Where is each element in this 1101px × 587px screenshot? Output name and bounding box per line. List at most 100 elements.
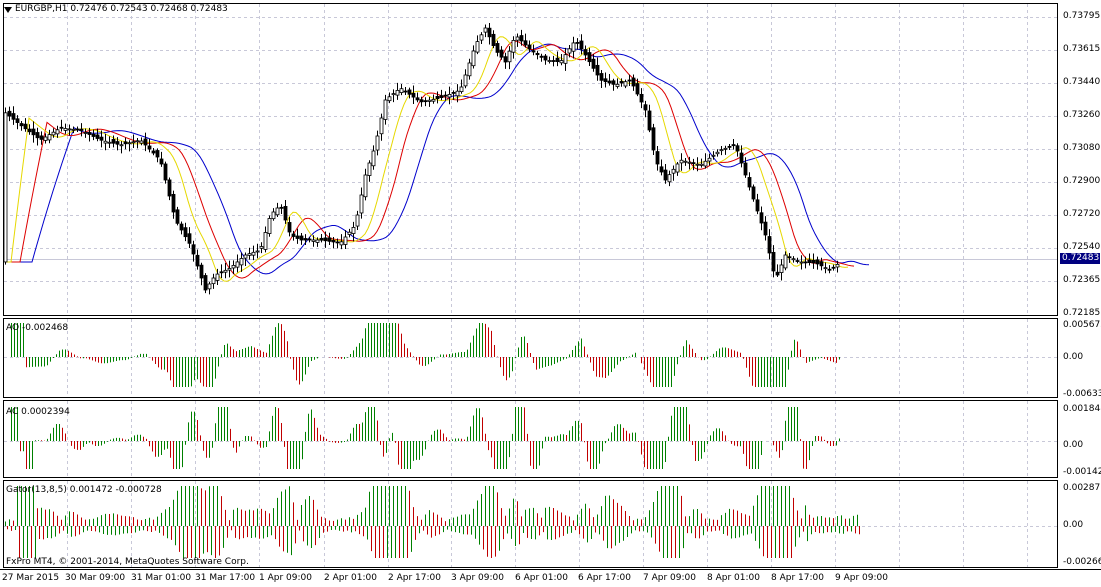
candle-body [363, 174, 368, 198]
candle-body [11, 113, 16, 120]
time-label: 1 Apr 09:00 [259, 573, 312, 583]
gator-scale-label: 0.00287 [1063, 483, 1101, 493]
candle-body [335, 241, 340, 244]
candle-body [455, 90, 460, 97]
candle-body [343, 236, 348, 245]
candle-body [827, 268, 832, 271]
candle-body [135, 140, 140, 143]
candle-body [195, 254, 200, 267]
candle-body [679, 159, 684, 164]
candle-body [539, 55, 544, 58]
candle-body [27, 128, 32, 133]
candle-body [107, 141, 112, 144]
candle-body [695, 163, 700, 166]
candle-body [175, 209, 180, 224]
candle-body [71, 128, 76, 131]
candle-body [99, 136, 104, 141]
candle-body [351, 226, 356, 234]
candle-body [723, 147, 728, 150]
candle-body [395, 90, 400, 96]
time-label: 2 Apr 17:00 [388, 573, 441, 583]
dropdown-triangle-icon[interactable] [4, 7, 12, 13]
candle-body [235, 261, 240, 268]
candle-body [91, 133, 96, 137]
candle-body [331, 240, 336, 243]
candle-body [463, 74, 468, 87]
candle-body [427, 99, 432, 102]
candle-body [383, 99, 388, 120]
candle-body [267, 218, 272, 234]
candle-body [431, 99, 436, 102]
candle-body [831, 266, 836, 269]
candle-body [559, 60, 564, 64]
gator-header: Gator(13,8,5) 0.001472 -0.000728 [6, 485, 162, 495]
candle-body [279, 206, 284, 209]
candle-body [603, 78, 608, 83]
price-label: 0.72185 [1063, 308, 1101, 318]
candle-body [143, 138, 148, 146]
candle-body [163, 163, 168, 181]
time-label: 9 Apr 09:00 [835, 573, 888, 583]
time-label: 27 Mar 2015 [2, 573, 60, 583]
candle-body [459, 86, 464, 93]
candle-body [291, 233, 296, 237]
candle-body [39, 135, 44, 140]
candle-body [83, 132, 88, 134]
candle-body [627, 79, 632, 82]
candle-body [339, 241, 344, 246]
candle-body [551, 60, 556, 62]
candle-body [307, 238, 312, 241]
candle-body [123, 141, 128, 145]
candle-body [227, 268, 232, 271]
price-label: 0.73440 [1063, 77, 1101, 87]
ao-header: AO -0.002468 [6, 323, 69, 333]
candle-body [191, 244, 196, 255]
copyright-text: FxPro MT4, © 2001-2014, MetaQuotes Softw… [6, 557, 249, 567]
price-label: 0.73260 [1063, 110, 1101, 120]
candle-body [255, 250, 260, 253]
gator-scale-label: 0.00 [1063, 520, 1084, 530]
candle-body [271, 211, 276, 220]
candle-body [207, 283, 212, 290]
time-label: 8 Apr 17:00 [771, 573, 824, 583]
candle-body [415, 97, 420, 101]
candle-body [739, 152, 744, 164]
candle-body [3, 112, 8, 263]
price-label: 0.72540 [1063, 242, 1101, 252]
candle-body [787, 256, 792, 259]
candle-body [635, 83, 640, 95]
candle-body [783, 254, 788, 269]
candle-body [599, 73, 604, 81]
candle-body [355, 214, 360, 227]
candle-body [51, 131, 56, 136]
price-label: 0.73080 [1063, 143, 1101, 153]
candle-body [511, 40, 516, 53]
candle-body [15, 118, 20, 123]
time-label: 31 Mar 01:00 [131, 573, 192, 583]
candle-body [47, 134, 52, 141]
candle-body [115, 141, 120, 145]
ac-header: AC 0.0002394 [6, 407, 70, 417]
candle-body [59, 126, 64, 129]
candle-body [691, 162, 696, 165]
candle-body [775, 271, 780, 276]
time-label: 3 Apr 09:00 [451, 573, 504, 583]
candle-body [643, 104, 648, 111]
candle-body [815, 259, 820, 265]
ao-scale-label: -0.006337 [1063, 389, 1101, 399]
candle-body [347, 231, 352, 235]
time-label: 2 Apr 01:00 [324, 573, 377, 583]
candle-body [263, 232, 268, 250]
candle-body [359, 194, 364, 214]
candle-body [555, 57, 560, 62]
candle-body [127, 142, 132, 145]
candle-body [423, 100, 428, 103]
candle-body [259, 246, 264, 249]
candle-body [19, 123, 24, 127]
candle-body [571, 42, 576, 52]
candle-body [639, 93, 644, 103]
candle-body [379, 117, 384, 135]
time-label: 8 Apr 01:00 [707, 573, 760, 583]
candle-body [479, 34, 484, 41]
